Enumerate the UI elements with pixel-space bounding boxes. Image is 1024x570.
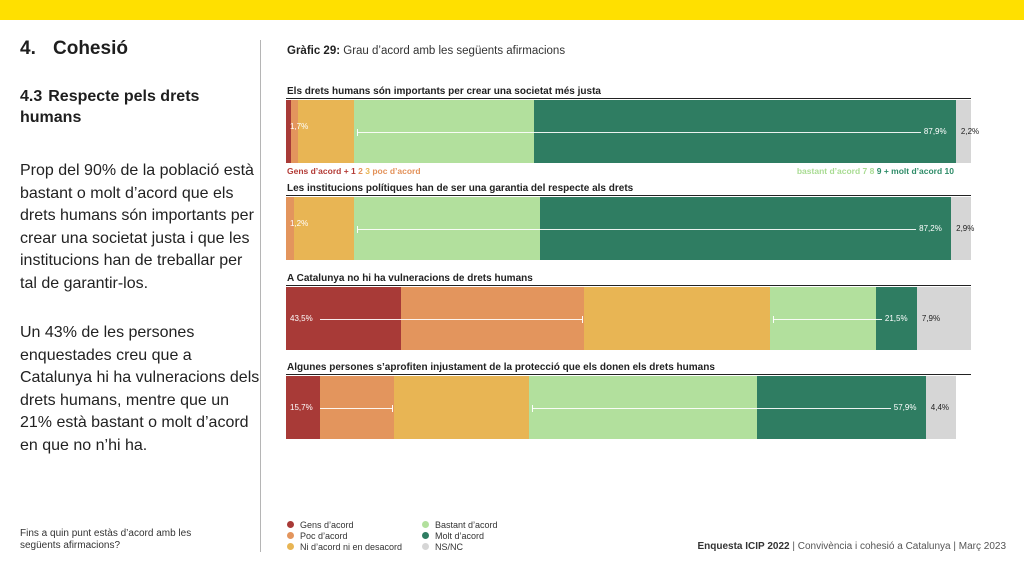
- scale-key-disagree: Gens d’acord + 1 2 3 poc d’acord: [287, 166, 421, 176]
- bar-segment-molt: [875, 287, 918, 350]
- question-rule: [286, 285, 971, 286]
- source-details: | Convivència i cohesió a Catalunya | Ma…: [789, 541, 1006, 552]
- scale-key-disagree-part: 3: [365, 166, 370, 176]
- bar-segment-nsnc: [925, 376, 957, 439]
- legend-item-molt: Molt d’acord: [422, 531, 484, 541]
- question-label: Algunes persones s’aprofiten injustament…: [287, 362, 715, 373]
- legend-item-gens: Gens d’acord: [287, 520, 354, 530]
- nsnc-label: 7,9%: [921, 313, 941, 323]
- agree-total-label: 87,9%: [923, 126, 947, 136]
- disagree-total-label: 1,2%: [290, 218, 309, 228]
- legend-item-nsnc: NS/NC: [422, 542, 463, 552]
- legend-dot: [287, 543, 294, 550]
- section-name: Cohesió: [53, 38, 128, 59]
- legend-dot: [422, 532, 429, 539]
- question-rule: [286, 98, 971, 99]
- bar-segment-nsnc: [916, 287, 972, 350]
- legend-label: Molt d’acord: [435, 531, 485, 541]
- scale-key-disagree-part: 2: [358, 166, 363, 176]
- chart-title-label: Gràfic 29:: [287, 45, 341, 57]
- nsnc-label: 2,9%: [956, 223, 975, 233]
- agree-total-line: [356, 228, 917, 230]
- legend-item-poc: Poc d’acord: [287, 531, 348, 541]
- scale-key-agree-part: + molt d’acord 10: [883, 166, 954, 176]
- legend-item-ni: Ni d’acord ni en desacord: [287, 542, 402, 552]
- agree-total-line: [532, 407, 891, 409]
- legend-label: Gens d’acord: [300, 520, 354, 530]
- paragraph-2: Un 43% de les persones enquestades creu …: [20, 324, 260, 454]
- disagree-total-label: 43,5%: [290, 313, 313, 323]
- agree-total-label: 21,5%: [884, 313, 908, 323]
- section-title: 4. Cohesió: [20, 38, 128, 60]
- scale-key-agree-part: 9: [876, 166, 882, 176]
- top-accent-bar: [0, 0, 1024, 20]
- disagree-total-label: 1,7%: [290, 121, 309, 131]
- legend-label: NS/NC: [435, 542, 464, 552]
- scale-key-disagree-part: + 1: [343, 166, 356, 176]
- scale-key-disagree-text: Gens d’acord: [287, 166, 344, 176]
- question-label: Les institucions polítiques han de ser u…: [287, 183, 634, 194]
- bar-segment-nsnc: [951, 197, 972, 260]
- legend-dot: [422, 543, 429, 550]
- subsection-name: Respecte pels drets humans: [20, 88, 200, 126]
- disagree-total-line: [320, 407, 392, 409]
- bar-segment-gens: [286, 376, 320, 439]
- disagree-total-tick: [391, 404, 393, 412]
- survey-question-note: Fins a quin punt estàs d’acord amb les s…: [20, 528, 192, 551]
- source-survey-name: Enquesta ICIP 2022: [697, 541, 790, 552]
- scale-key-agree-part: 8: [869, 166, 875, 176]
- agree-total-label: 57,9%: [893, 402, 917, 412]
- bar-segment-gens: [286, 100, 292, 163]
- scale-key-disagree-part: poc d’acord: [372, 166, 421, 176]
- legend-dot: [287, 532, 294, 539]
- column-divider: [260, 40, 261, 552]
- legend-label: Ni d’acord ni en desacord: [300, 542, 403, 552]
- bar-segment-ni: [297, 100, 355, 163]
- bar-segment-nsnc: [955, 100, 972, 163]
- legend-label: Bastant d’acord: [435, 520, 498, 530]
- chart-title: Gràfic 29: Grau d’acord amb les següents…: [287, 45, 565, 57]
- chart-title-text: Grau d’acord amb les següents afirmacion…: [343, 45, 566, 57]
- legend-dot: [422, 521, 429, 528]
- agree-total-line: [772, 318, 882, 320]
- disagree-total-label: 15,7%: [290, 402, 313, 412]
- legend-item-bastant: Bastant d’acord: [422, 520, 498, 530]
- scale-key-agree: bastant d’acord 7 8 9 + molt d’acord 10: [797, 166, 954, 176]
- question-rule: [286, 374, 971, 375]
- question-label: Els drets humans són importants per crea…: [287, 86, 601, 97]
- legend-label: Poc d’acord: [300, 531, 348, 541]
- bar-segment-ni: [393, 376, 530, 439]
- subsection-number: 4.3: [20, 88, 43, 105]
- section-number: 4.: [20, 38, 36, 59]
- disagree-total-line: [320, 318, 582, 320]
- nsnc-label: 4,4%: [930, 402, 950, 412]
- bar-segment-ni: [294, 197, 355, 260]
- question-rule: [286, 195, 971, 196]
- question-label: A Catalunya no hi ha vulneracions de dre…: [287, 273, 533, 284]
- nsnc-label: 2,2%: [960, 126, 980, 136]
- bar-segment-ni: [583, 287, 770, 350]
- legend-dot: [287, 521, 294, 528]
- source-credit: Enquesta ICIP 2022 | Convivència i cohes…: [697, 541, 1006, 552]
- bar-segment-poc: [290, 100, 299, 163]
- bar-segment-poc: [286, 197, 295, 260]
- paragraph-1: Prop del 90% de la població està bastant…: [20, 162, 254, 292]
- subsection-title: 4.3 Respecte pels drets humans: [20, 86, 240, 128]
- agree-total-label: 87,2%: [919, 223, 942, 233]
- agree-total-line: [356, 131, 921, 133]
- scale-key-agree-part: bastant d’acord 7: [796, 166, 868, 176]
- disagree-total-tick: [581, 315, 583, 323]
